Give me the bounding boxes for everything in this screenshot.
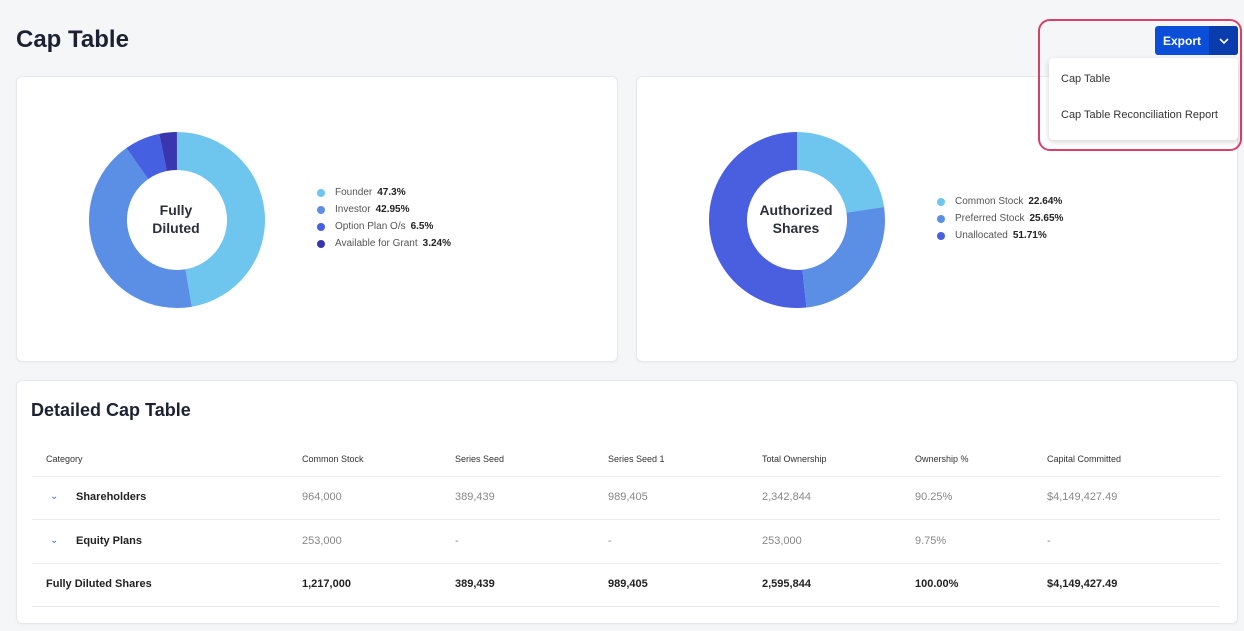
legend-value: 22.64%: [1028, 196, 1063, 207]
row-category[interactable]: Equity Plans: [76, 535, 143, 547]
table-cell: -: [455, 535, 459, 547]
authorized-shares-legend: Common Stock 22.64% Preferred Stock 25.65% U…: [937, 193, 1063, 244]
donut-slice: [89, 148, 192, 308]
fully-diluted-card: Fully Diluted Founder 47.3% Investor 42.95% O…: [16, 76, 618, 362]
menu-item-cap-table[interactable]: Cap Table: [1061, 73, 1111, 85]
table-cell: 989,405: [608, 491, 648, 503]
legend-dot-icon: [937, 197, 945, 206]
donut-slice: [802, 206, 885, 308]
table-cell: 389,439: [455, 578, 495, 590]
highlight-outline: [1038, 19, 1242, 151]
table-cell: 9.75%: [915, 535, 947, 547]
legend-item: Common Stock 22.64%: [937, 193, 1063, 210]
legend-dot-icon: [317, 205, 325, 214]
center-line-1: Fully: [159, 202, 193, 218]
menu-item-reconciliation-report[interactable]: Cap Table Reconciliation Report: [1061, 109, 1218, 121]
column-header: Capital Committed: [1047, 454, 1122, 464]
expand-chevron-icon[interactable]: ⌄: [50, 535, 59, 546]
legend-item: Unallocated 51.71%: [937, 227, 1063, 244]
legend-dot-icon: [317, 222, 325, 231]
fully-diluted-legend: Founder 47.3% Investor 42.95% Option Plan O/…: [317, 184, 451, 252]
legend-value: 6.5%: [410, 221, 434, 232]
table-cell: 2,342,844: [762, 491, 811, 503]
expand-chevron-icon[interactable]: ⌄: [50, 491, 59, 502]
table-cell: $4,149,427.49: [1047, 578, 1118, 590]
row-category[interactable]: Shareholders: [76, 491, 147, 503]
export-button[interactable]: Export: [1162, 33, 1201, 48]
column-header: Category: [46, 454, 83, 464]
legend-item: Founder 47.3%: [317, 184, 451, 201]
legend-label: Available for Grant: [335, 238, 418, 249]
legend-label: Unallocated: [955, 230, 1008, 241]
legend-item: Option Plan O/s 6.5%: [317, 218, 451, 235]
table-cell: 989,405: [608, 578, 648, 590]
table-cell: 100.00%: [915, 578, 959, 590]
legend-value: 47.3%: [377, 187, 406, 198]
divider: [32, 606, 1220, 607]
column-header: Series Seed: [455, 454, 505, 464]
detailed-cap-table-card: [16, 380, 1238, 624]
legend-label: Founder: [335, 187, 373, 198]
chevron-down-icon: [1218, 37, 1229, 44]
page-title: Cap Table: [16, 26, 129, 53]
legend-item: Available for Grant 3.24%: [317, 235, 451, 252]
table-cell: 253,000: [762, 535, 802, 547]
table-cell: 964,000: [302, 491, 342, 503]
center-line-2: Shares: [772, 220, 820, 236]
donut-slice: [177, 132, 265, 307]
legend-dot-icon: [937, 231, 945, 240]
table-title: Detailed Cap Table: [31, 400, 191, 420]
divider: [32, 563, 1220, 564]
donut-slice: [159, 132, 177, 172]
legend-label: Common Stock: [955, 196, 1024, 207]
export-button-group: Export: [1155, 26, 1238, 55]
table-cell: 1,217,000: [302, 578, 351, 590]
legend-item: Investor 42.95%: [317, 201, 451, 218]
donut-center-label: Authorized Shares: [746, 201, 846, 237]
table-cell: 90.25%: [915, 491, 953, 503]
divider: [32, 519, 1220, 520]
donut-slice: [797, 132, 885, 213]
fully-diluted-donut: [89, 132, 265, 308]
table-cell: -: [608, 535, 612, 547]
legend-value: 25.65%: [1029, 213, 1064, 224]
row-category: Fully Diluted Shares: [46, 578, 152, 590]
column-header: Ownership %: [915, 454, 969, 464]
table-cell: $4,149,427.49: [1047, 491, 1118, 503]
table-cell: -: [1047, 535, 1051, 547]
legend-dot-icon: [317, 188, 325, 197]
divider: [32, 476, 1220, 477]
authorized-shares-donut: [709, 132, 885, 308]
legend-item: Preferred Stock 25.65%: [937, 210, 1063, 227]
table-cell: 2,595,844: [762, 578, 811, 590]
legend-value: 42.95%: [375, 204, 410, 215]
export-menu: Cap Table Cap Table Reconciliation Repor…: [1049, 58, 1238, 140]
legend-label: Investor: [335, 204, 371, 215]
center-line-1: Authorized: [759, 202, 833, 218]
donut-slice: [126, 133, 167, 180]
legend-value: 3.24%: [422, 238, 451, 249]
table-cell: 389,439: [455, 491, 495, 503]
column-header: Total Ownership: [762, 454, 827, 464]
table-cell: 253,000: [302, 535, 342, 547]
column-header: Common Stock: [302, 454, 364, 464]
export-dropdown-toggle[interactable]: [1209, 26, 1238, 55]
column-header: Series Seed 1: [608, 454, 665, 464]
donut-slice: [709, 132, 807, 308]
legend-value: 51.71%: [1012, 230, 1047, 241]
legend-label: Option Plan O/s: [335, 221, 406, 232]
legend-dot-icon: [937, 214, 945, 223]
center-line-2: Diluted: [152, 220, 200, 236]
donut-center-label: Fully Diluted: [126, 201, 226, 237]
legend-dot-icon: [317, 239, 325, 248]
legend-label: Preferred Stock: [955, 213, 1025, 224]
